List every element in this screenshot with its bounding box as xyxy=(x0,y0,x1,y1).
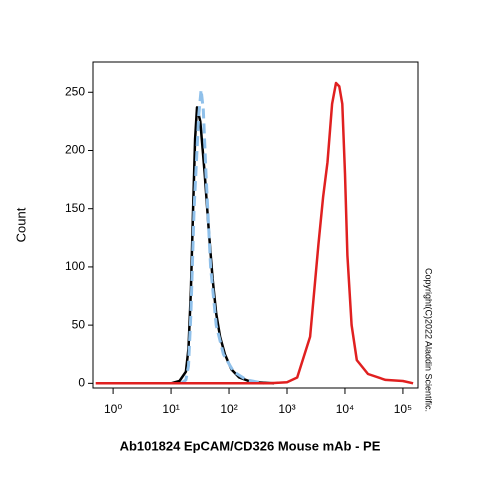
y-tick-label: 250 xyxy=(65,84,85,98)
x-tick-label: 10² xyxy=(220,402,237,416)
series-line xyxy=(95,81,414,385)
plot-frame xyxy=(92,61,419,389)
y-tick-label: 0 xyxy=(78,376,85,390)
x-tick-label: 10⁰ xyxy=(104,402,122,416)
y-axis-label: Count xyxy=(13,207,28,242)
x-tick-label: 10³ xyxy=(278,402,295,416)
chart-title: Ab101824 EpCAM/CD326 Mouse mAb - PE xyxy=(120,438,381,453)
x-tick-label: 10¹ xyxy=(162,402,179,416)
y-tick-label: 100 xyxy=(65,259,85,273)
x-tick-label: 10⁵ xyxy=(394,402,412,416)
y-tick-label: 200 xyxy=(65,143,85,157)
series-line xyxy=(170,106,275,385)
y-tick-label: 50 xyxy=(72,317,86,331)
series-line xyxy=(180,88,265,385)
y-tick-label: 150 xyxy=(65,201,85,215)
copyright: Copyright(C)2022 Aladdin Scientific. xyxy=(424,268,434,412)
x-tick-label: 10⁴ xyxy=(336,402,355,416)
